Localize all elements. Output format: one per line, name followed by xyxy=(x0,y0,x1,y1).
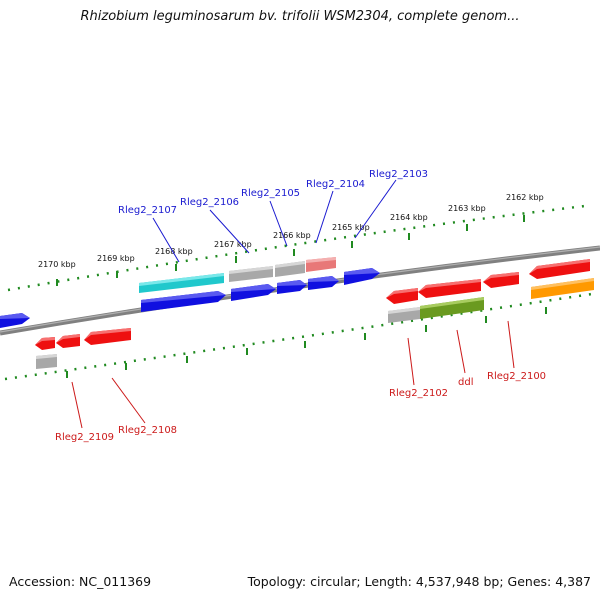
lower-major-ticks xyxy=(66,307,547,378)
gene-label[interactable]: Rleg2_2106 xyxy=(180,197,239,208)
scale-label: 2165 kbp xyxy=(332,223,370,232)
leader-lines-bottom xyxy=(71,320,515,429)
upper-major-ticks xyxy=(56,215,525,286)
gene-arrow-reverse[interactable] xyxy=(418,279,481,298)
scale-label: 2163 kbp xyxy=(448,204,486,213)
scale-label: 2164 kbp xyxy=(390,213,428,222)
gene-label[interactable]: Rleg2_2103 xyxy=(369,169,428,180)
scale-label: 2167 kbp xyxy=(214,240,252,249)
gene-label[interactable]: ddl xyxy=(458,377,473,388)
gene-label[interactable]: Rleg2_2107 xyxy=(118,205,177,216)
gene-label[interactable]: Rleg2_2102 xyxy=(389,388,448,399)
gene-label[interactable]: Rleg2_2104 xyxy=(306,179,365,190)
reverse-features-left xyxy=(35,328,131,369)
scale-label: 2162 kbp xyxy=(506,193,544,202)
gene-label[interactable]: Rleg2_2109 xyxy=(55,432,114,443)
gene-label[interactable]: Rleg2_2105 xyxy=(241,188,300,199)
feature-green[interactable] xyxy=(420,297,484,319)
scale-label: 2166 kbp xyxy=(273,231,311,240)
accession-text: Accession: NC_011369 xyxy=(9,574,152,589)
gene-label[interactable]: Rleg2_2108 xyxy=(118,425,177,436)
forward-features xyxy=(0,257,594,328)
scale-label: 2169 kbp xyxy=(97,254,135,263)
leader-lines-top xyxy=(152,179,397,263)
scale-label: 2170 kbp xyxy=(38,260,76,269)
genome-summary: Topology: circular; Length: 4,537,948 bp… xyxy=(247,574,591,589)
map-title: Rhizobium leguminosarum bv. trifolii WSM… xyxy=(80,9,520,24)
lower-scale-ruler xyxy=(4,292,593,381)
gene-label[interactable]: Rleg2_2100 xyxy=(487,371,546,382)
scale-label: 2168 kbp xyxy=(155,247,193,256)
